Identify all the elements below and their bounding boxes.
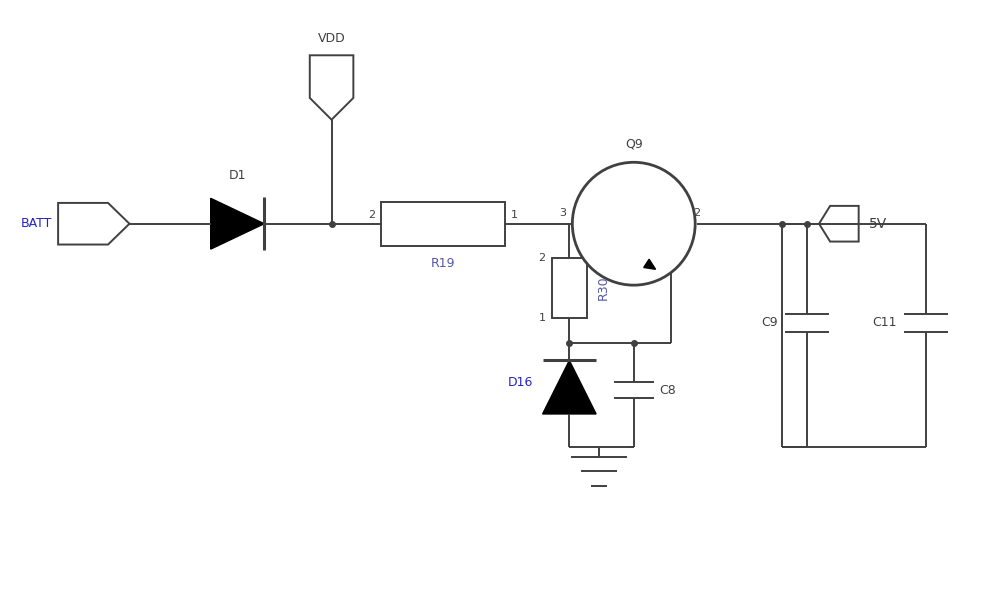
Text: BATT: BATT — [21, 217, 52, 230]
Bar — [552, 259, 587, 318]
Polygon shape — [58, 203, 129, 245]
Text: D16: D16 — [507, 376, 533, 389]
Text: 2: 2 — [538, 253, 546, 264]
Polygon shape — [543, 361, 596, 414]
Text: D1: D1 — [229, 169, 246, 182]
Text: 2: 2 — [368, 210, 375, 219]
Text: C11: C11 — [872, 317, 896, 329]
Text: 3: 3 — [559, 208, 566, 218]
Polygon shape — [310, 55, 353, 119]
Polygon shape — [644, 259, 656, 270]
Text: 5V: 5V — [869, 216, 887, 231]
Text: VDD: VDD — [318, 33, 345, 45]
Text: 1: 1 — [511, 210, 518, 219]
Text: Q9: Q9 — [625, 137, 643, 150]
Text: R19: R19 — [431, 257, 455, 270]
Text: R30: R30 — [597, 276, 610, 300]
Polygon shape — [211, 198, 264, 249]
Text: 2: 2 — [693, 208, 700, 218]
Bar — [381, 202, 505, 245]
Polygon shape — [819, 206, 859, 242]
Circle shape — [572, 162, 695, 285]
Text: 1: 1 — [539, 313, 546, 323]
Text: C8: C8 — [660, 384, 676, 397]
Text: C9: C9 — [761, 317, 777, 329]
